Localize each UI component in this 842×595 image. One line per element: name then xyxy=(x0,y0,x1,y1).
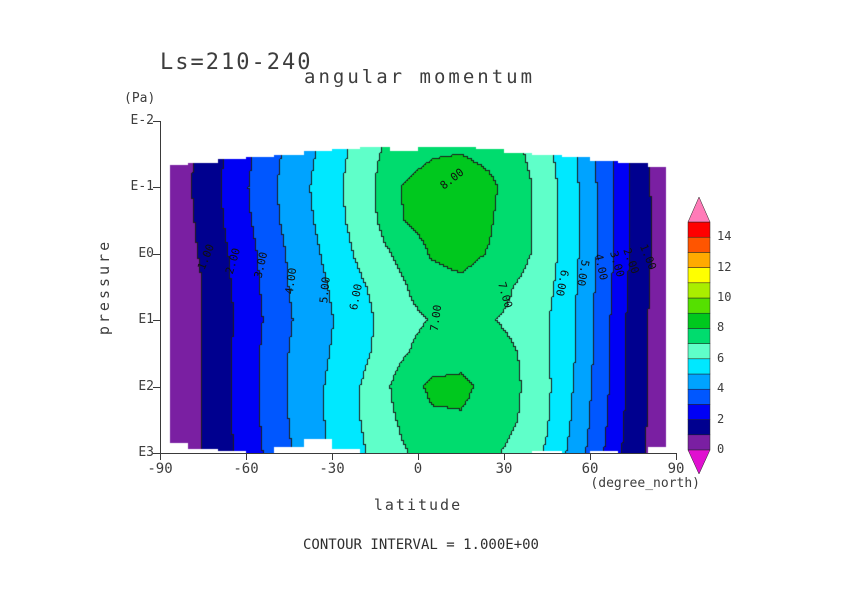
colorbar-segment xyxy=(687,388,711,405)
y-axis-unit: (Pa) xyxy=(124,91,156,106)
colorbar-segment xyxy=(687,343,711,360)
colorbar-tick-label: 0 xyxy=(717,442,725,456)
x-tick-label: -30 xyxy=(319,461,345,477)
y-tick-label: E3 xyxy=(138,445,154,460)
colorbar-tick-label: 14 xyxy=(717,229,732,244)
y-tick-label: E-2 xyxy=(130,113,154,128)
contour-plot-canvas xyxy=(160,121,676,453)
y-axis-label: pressure xyxy=(95,238,113,336)
contour-interval-note: CONTOUR INTERVAL = 1.000E+00 xyxy=(302,537,539,553)
colorbar-segment xyxy=(687,434,711,451)
x-axis-label: latitude xyxy=(373,496,463,514)
x-tick-label: 90 xyxy=(667,461,685,477)
colorbar-segment xyxy=(687,252,711,268)
plot-title: angular momentum xyxy=(304,66,536,88)
y-tick-label: E1 xyxy=(138,312,154,327)
y-tick-label: E2 xyxy=(138,379,154,394)
colorbar-segment xyxy=(687,358,711,375)
colorbar-segment xyxy=(687,373,711,390)
colorbar-segment xyxy=(687,267,711,284)
colorbar-segment xyxy=(687,328,711,344)
y-tick-label: E0 xyxy=(138,246,154,261)
colorbar-tick-label: 6 xyxy=(717,350,725,365)
y-tick-label: E-1 xyxy=(130,179,154,194)
colorbar-tick-label: 8 xyxy=(717,320,725,335)
colorbar-tick-label: 10 xyxy=(717,290,732,304)
x-tick-label: 30 xyxy=(495,461,513,477)
colorbar-segment xyxy=(687,282,711,299)
colorbar-tick-label: 4 xyxy=(717,381,725,396)
x-tick-label: 60 xyxy=(581,461,599,477)
colorbar-above-arrow xyxy=(687,196,711,223)
colorbar-segment xyxy=(687,236,711,253)
colorbar-segment xyxy=(687,221,711,238)
x-tick-label: -60 xyxy=(233,461,259,477)
x-tick-label: -90 xyxy=(147,461,173,477)
colorbar-segment xyxy=(687,312,711,329)
colorbar-tick-label: 2 xyxy=(717,411,725,426)
plot-subtitle-ls: Ls=210-240 xyxy=(160,50,313,75)
colorbar-below-arrow xyxy=(687,449,711,475)
colorbar-tick-label: 12 xyxy=(717,259,732,274)
colorbar-segment xyxy=(687,404,711,420)
colorbar-segment xyxy=(687,297,711,314)
x-axis-unit: (degree_north) xyxy=(590,476,700,491)
colorbar-segment xyxy=(687,419,711,436)
x-tick-label: 0 xyxy=(413,461,423,477)
